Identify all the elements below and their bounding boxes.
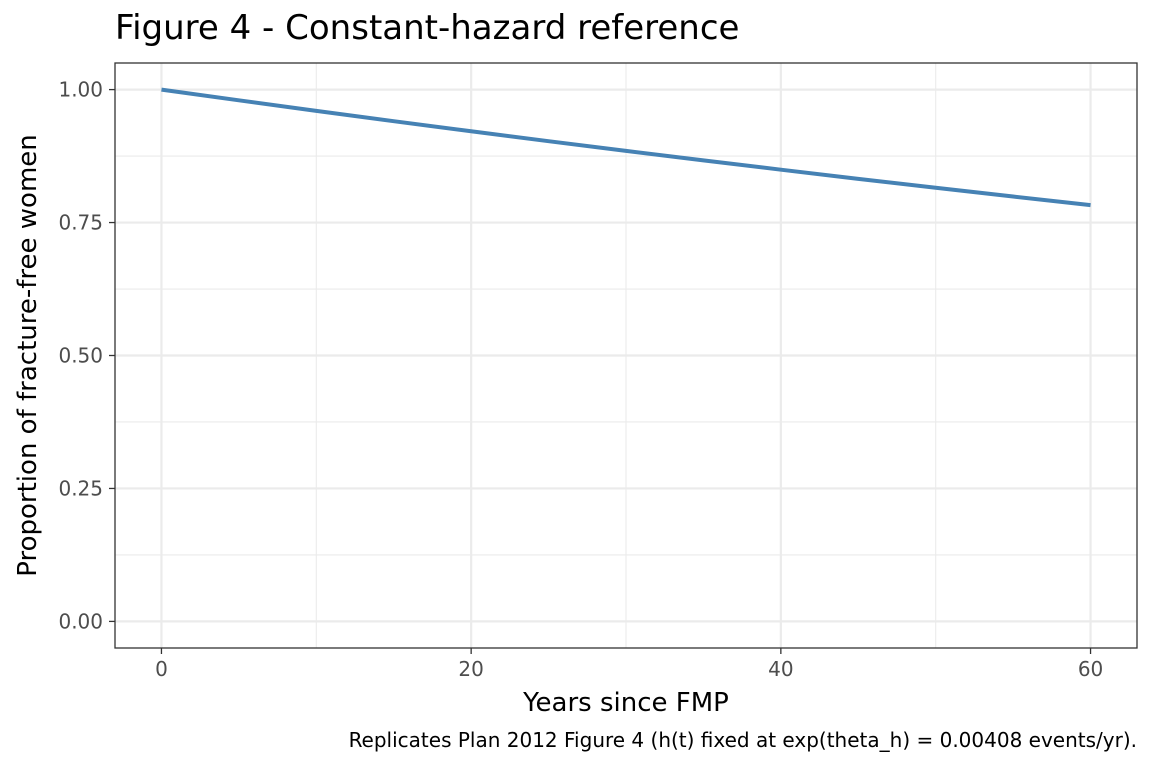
y-tick-label: 0.25	[58, 476, 103, 500]
major-gridlines	[115, 63, 1137, 648]
x-tick-label: 0	[155, 657, 168, 681]
series-layer	[161, 87, 1091, 208]
series-line-0	[161, 87, 1091, 208]
chart-title: Figure 4 - Constant-hazard reference	[115, 8, 740, 48]
x-tick-label: 20	[458, 657, 483, 681]
y-tick-label: 1.00	[58, 78, 103, 102]
x-axis-title: Years since FMP	[522, 688, 729, 718]
x-tick-label: 60	[1078, 657, 1103, 681]
x-axis: 0 20 40 60	[155, 648, 1103, 681]
y-tick-label: 0.75	[58, 211, 103, 235]
x-tick-label: 40	[768, 657, 793, 681]
y-tick-label: 0.00	[58, 609, 103, 633]
y-axis-title: Proportion of fracture-free women	[13, 134, 43, 576]
chart-caption: Replicates Plan 2012 Figure 4 (h(t) fixe…	[348, 728, 1137, 752]
y-axis: 0.00 0.25 0.50 0.75 1.00	[58, 78, 115, 633]
y-tick-label: 0.50	[58, 344, 103, 368]
